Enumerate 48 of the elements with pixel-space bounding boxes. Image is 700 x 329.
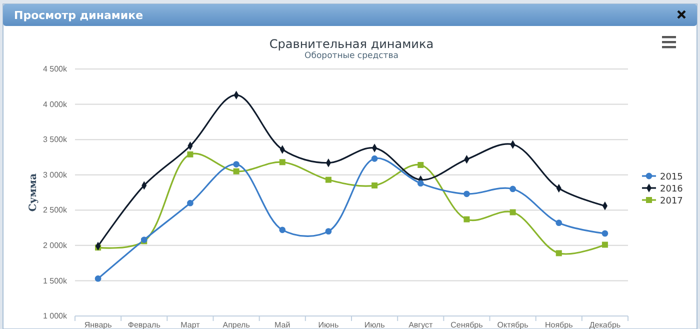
- point: [510, 209, 516, 216]
- y-tick-label: 2 500k: [42, 206, 68, 215]
- point: [602, 242, 608, 248]
- chart-title: Сравнительная динамика: [269, 37, 434, 51]
- legend-label: 2016: [660, 184, 684, 194]
- x-tick-label: Май: [274, 320, 290, 329]
- y-tick-label: 2 000k: [42, 240, 68, 250]
- point: [602, 230, 608, 237]
- point: [233, 161, 240, 168]
- point: [464, 216, 470, 222]
- point: [556, 250, 562, 256]
- legend-label: 2015: [660, 172, 683, 182]
- point: [510, 186, 516, 192]
- x-tick-label: Ноябрь: [544, 320, 573, 329]
- point: [279, 159, 286, 166]
- x-tick-label: Октябрь: [497, 320, 528, 329]
- point: [464, 190, 470, 198]
- x-tick-label: Декабрь: [589, 320, 621, 329]
- x-tick-label: Март: [180, 320, 200, 329]
- y-tick-label: 3 000k: [42, 170, 68, 180]
- y-tick-label: 3 500k: [42, 135, 68, 144]
- y-tick-label: 1 000k: [42, 312, 68, 321]
- y-tick-label: 4 500k: [42, 64, 68, 74]
- x-tick-label: Июль: [364, 320, 385, 329]
- point: [418, 162, 424, 168]
- y-axis-title: Сумма: [28, 172, 39, 212]
- point: [372, 182, 378, 188]
- point: [187, 151, 194, 158]
- legend-label: 2017: [660, 196, 683, 206]
- chart-subtitle: Оборотные средства: [304, 51, 398, 61]
- point: [187, 200, 194, 206]
- point: [371, 155, 378, 162]
- x-tick-label: Июнь: [318, 320, 339, 329]
- point: [233, 168, 240, 174]
- x-tick-label: Сенябрь: [450, 320, 483, 329]
- y-tick-label: 4 000k: [42, 100, 68, 109]
- y-tick-label: 1 500k: [42, 276, 68, 286]
- x-tick-label: Февраль: [128, 320, 160, 329]
- x-tick-label: Август: [408, 320, 433, 329]
- point: [94, 275, 102, 282]
- point: [325, 228, 332, 234]
- point: [417, 180, 424, 187]
- x-tick-label: Январь: [84, 320, 112, 329]
- x-tick-label: Апрель: [222, 320, 250, 329]
- point: [556, 220, 562, 226]
- text: Просмотр динамике: [14, 9, 144, 22]
- point: [279, 226, 286, 234]
- point: [325, 176, 332, 183]
